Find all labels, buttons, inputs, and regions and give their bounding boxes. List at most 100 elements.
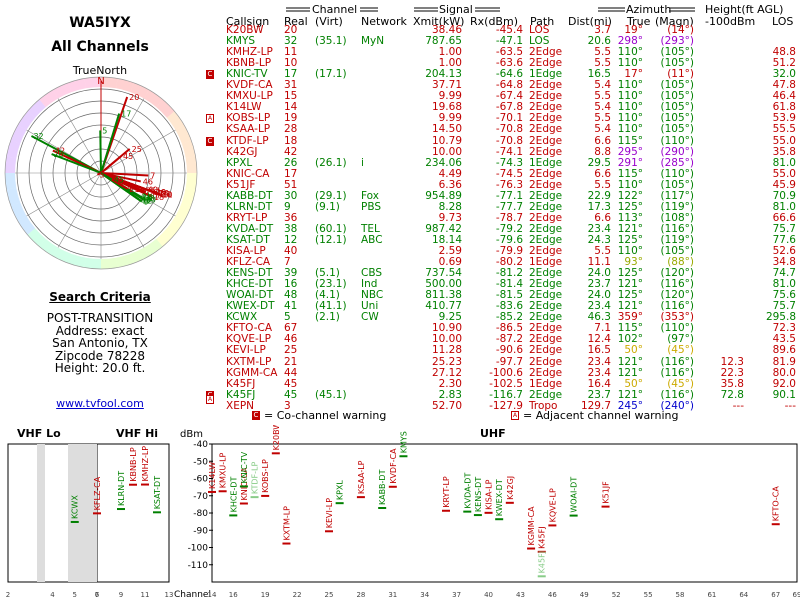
cell-xmit: 10.00 [431,145,462,158]
compass-color-band [68,253,87,268]
table-row[interactable]: KGMM-CA 44 27.12 -100.6 2Edge 23.4 121° (116°) 2… [0,367,800,379]
table-row[interactable]: K51JF 51 6.36 -76.3 2Edge 5.5 110° (105°) 45.9 [0,179,800,191]
cell-cs: KOBS-LP [226,112,271,125]
table-row[interactable]: KWEX-DT 41 (41.1) Uni 410.77 -83.6 2Edge 23.4 12… [0,301,800,312]
cell-rx: -74.3 [495,156,523,169]
table-row[interactable]: KHCE-DT 16 (23.1) Ind 500.00 -81.4 2Edge 23.7 12… [0,279,800,290]
compass-color-band [53,82,72,99]
cell-dist: 23.7 [587,388,611,401]
table-row[interactable]: KMHZ-LP 11 1.00 -63.5 2Edge 5.5 110° (105°) 48.8 [0,47,800,58]
vhf-channel-tick: 2 [6,591,10,599]
cell-path: 1Edge [529,156,563,169]
table-row[interactable]: K14LW 14 19.68 -67.8 2Edge 5.4 110° (105°) 61.8 [0,102,800,113]
table-row[interactable]: XEPN 3 52.70 -127.9 Tropo 129.7 245° (240°) --- -… [0,400,800,412]
table-row[interactable]: K42GJ 42 10.00 -74.1 2Edge 8.8 295° (290°) 35.8 [0,145,800,158]
cell-path: 2Edge [529,245,563,257]
cell-cs: KRYT-LP [226,211,268,224]
table-row[interactable]: K45FJ 45 (45.1) 2.83 -116.7 2Edge 23.7 121° (116… [0,388,800,404]
table-row[interactable]: KABB-DT 30 (29.1) Fox 954.89 -77.1 2Edge 22.9 12… [0,189,800,202]
cell-cs: KFLZ-CA [226,256,271,269]
cell-h100: 12.3 [720,355,744,368]
station-ray [99,130,102,174]
table-row[interactable]: KVDF-CA 31 37.71 -64.8 2Edge 5.4 110° (105°) 47.… [0,80,800,91]
co-channel-warning-icon: C [206,70,214,80]
cell-real: 40 [284,245,298,257]
co-channel-legend: = Co-channel warning [264,409,387,422]
table-row[interactable]: KSAA-LP 28 14.50 -70.8 2Edge 5.4 110° (105°) 55.… [0,124,800,135]
cell-tru: 121° [617,300,643,313]
cell-los: 55.0 [772,167,796,180]
table-row[interactable]: KXTM-LP 21 25.23 -97.7 2Edge 23.4 121° (116°) 12… [0,355,800,368]
uhf-channel-tick: 40 [484,591,493,599]
table-row[interactable]: KBNB-LP 10 1.00 -63.6 2Edge 5.5 110° (105°) 51.2 [0,58,800,69]
criteria-line: Address: exact [55,323,145,338]
cell-real: 12 [284,233,298,246]
cell-virt: (9.1) [315,200,340,213]
table-row[interactable]: KVDA-DT 38 (60.1) TEL 987.42 -79.2 2Edge 23.4 12… [0,222,800,235]
cell-dist: 8.8 [594,145,611,158]
table-row[interactable]: KQVE-LP 46 10.00 -87.2 2Edge 12.4 102° (97°) 43.… [0,334,800,345]
cell-dist: 16.5 [587,68,611,81]
table-row[interactable]: KSAT-DT 12 (12.1) ABC 18.14 -79.6 2Edge 24.3 125… [0,233,800,246]
compass-color-band [185,156,197,173]
table-row[interactable]: KENS-DT 39 (5.1) CBS 737.54 -81.2 2Edge 24.0 125… [0,268,800,279]
station-ray-label: 31 [161,190,171,199]
cell-mag: (120°) [660,289,694,302]
cell-rx: -86.5 [495,322,523,335]
dbm-tick-label: -80 [193,509,208,519]
radial-line [100,129,176,174]
table-row[interactable]: KEVI-LP 25 11.28 -90.6 2Edge 16.5 50° (45°) 89.6 [0,345,800,356]
radial-line [57,98,102,174]
uhf-channel-tick: 34 [420,591,429,599]
uhf-channel-tick: 28 [356,591,365,599]
compass-color-band [144,238,163,257]
table-row[interactable]: KMYS 32 (35.1) MyN 787.65 -47.1 LOS 20.6 298° (29… [0,36,800,47]
cell-dist: 5.5 [594,90,611,103]
cell-path: 2Edge [529,189,563,202]
compass-color-band [5,156,17,173]
cell-dist: 24.3 [587,233,611,246]
table-row[interactable]: KFLZ-CA 7 0.69 -80.2 1Edge 11.1 93° (88°) 34.8 [0,257,800,268]
cell-xmit: 987.42 [425,222,462,235]
table-row[interactable]: KFTO-CA 67 10.90 -86.5 2Edge 7.1 115° (110°) 72.… [0,323,800,334]
cell-dist: 12.4 [587,333,611,346]
cell-dist: 3.7 [594,24,611,36]
table-row[interactable]: KRYT-LP 36 9.73 -78.7 2Edge 6.6 113° (108°) 66.6 [0,211,800,224]
cell-rx: -79.2 [495,222,523,235]
cell-dist: 6.6 [594,134,611,147]
table-row[interactable]: KMXU-LP 15 9.99 -67.4 2Edge 5.5 110° (105°) 46.4 [0,91,800,102]
cell-real: 5 [284,311,291,324]
compass-color-band [185,173,197,190]
table-row[interactable]: KPXL 26 (26.1) i 234.06 -74.3 1Edge 29.5 291° (28… [0,156,800,169]
cell-mag: (105°) [660,123,694,136]
cell-los: 55.5 [772,123,796,136]
cell-virt: (17.1) [315,68,347,81]
table-row[interactable]: WOAI-DT 48 (4.1) NBC 811.38 -81.5 2Edge 24.0 125… [0,290,800,301]
station-chart-label: K51JF [602,481,611,504]
station-ray-label: 42 [55,147,65,156]
cell-tru: 110° [617,123,643,136]
table-row[interactable]: KTDF-LP 18 10.79 -70.8 2Edge 6.6 115° (110°) 55.… [0,134,800,147]
table-row[interactable]: KNIC-CA 17 4.49 -74.5 2Edge 6.6 115° (110°) 55.0 [0,167,800,180]
tvfool-link[interactable]: www.tvfool.com [56,397,144,410]
cell-rx: -77.1 [495,189,523,202]
cell-rx: -81.2 [495,267,523,280]
cell-path: 2Edge [529,355,563,368]
criteria-line: Height: 20.0 ft. [54,361,146,375]
table-row[interactable]: KCWX 5 (2.1) CW 9.25 -85.2 2Edge 46.3 359° (353°)… [0,312,800,323]
cell-los: 47.8 [772,79,796,92]
cell-rx: -70.1 [495,112,523,125]
table-row[interactable]: K20BW 20 38.46 -45.4 LOS 3.7 19° (14°) [0,25,800,36]
station-chart-label: K45FJ [538,551,547,573]
table-row[interactable]: KNIC-TV 17 (17.1) 204.13 -64.6 1Edge 16.5 17° (1… [0,69,800,80]
table-row[interactable]: K45FJ 45 2.30 -102.5 1Edge 16.4 50° (45°) 35.8 92… [0,377,800,390]
table-row[interactable]: KISA-LP 40 2.59 -79.9 2Edge 5.5 110° (105°) 52.6 [0,246,800,257]
station-ray-label: 41 [141,192,151,201]
table-row[interactable]: KLRN-DT 9 (9.1) PBS 8.28 -77.7 2Edge 17.3 125° (1… [0,200,800,213]
station-ray-label: 18 [154,193,164,202]
table-row[interactable]: KOBS-LP 19 9.99 -70.1 2Edge 5.5 110° (105°) 53.9… [0,113,800,124]
radial-line [26,172,102,217]
cell-h100: 35.8 [720,377,744,390]
cell-mag: (11°) [667,68,694,81]
compass-color-band [5,173,17,190]
